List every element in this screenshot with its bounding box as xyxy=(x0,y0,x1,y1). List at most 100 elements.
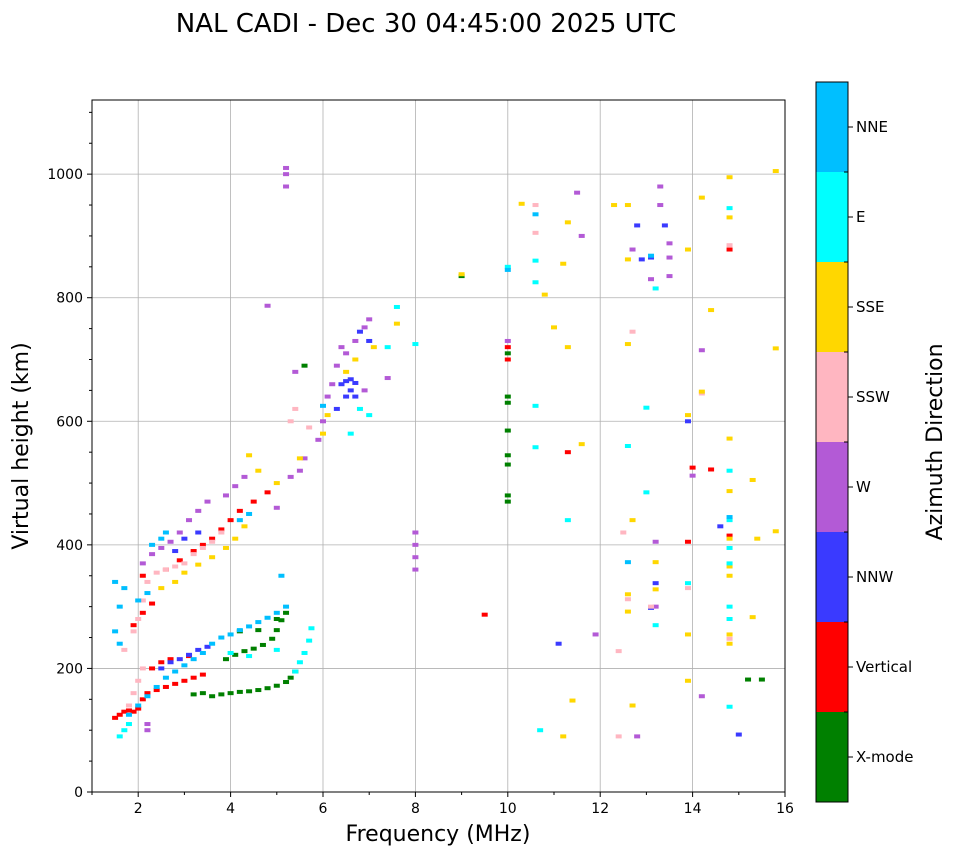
data-point-vertical xyxy=(167,657,174,662)
data-point-x-mode xyxy=(278,618,285,623)
colorbar-segment xyxy=(816,712,848,802)
data-point-vertical xyxy=(158,660,165,665)
colorbar-segment xyxy=(816,262,848,352)
data-point-w xyxy=(324,394,331,399)
data-point-w xyxy=(657,184,664,189)
data-point-sse xyxy=(698,389,705,394)
data-point-sse xyxy=(551,325,557,330)
data-point-nne xyxy=(121,586,128,591)
data-point-w xyxy=(698,348,705,353)
data-point-sse xyxy=(624,342,631,347)
data-point-w xyxy=(666,241,673,246)
chart-title: NAL CADI - Dec 30 04:45:00 2025 UTC xyxy=(176,9,676,39)
data-point-nnw xyxy=(181,536,188,541)
data-point-sse xyxy=(624,609,631,614)
data-point-sse xyxy=(564,345,571,350)
data-point-e xyxy=(726,604,733,609)
data-point-e xyxy=(125,722,132,727)
data-point-vertical xyxy=(689,465,696,470)
data-point-ssw xyxy=(287,419,294,424)
data-point-sse xyxy=(684,247,691,252)
data-point-nne xyxy=(112,629,119,634)
data-point-e xyxy=(726,561,733,566)
data-point-sse xyxy=(343,369,350,374)
data-point-x-mode xyxy=(255,688,262,693)
data-point-vertical xyxy=(172,681,179,686)
data-point-w xyxy=(333,363,340,368)
data-point-sse xyxy=(222,545,229,550)
data-point-vertical xyxy=(199,672,206,677)
y-tick-label: 1000 xyxy=(47,167,83,183)
data-point-sse xyxy=(541,292,548,297)
data-point-sse xyxy=(749,477,756,482)
data-point-e xyxy=(652,623,659,628)
data-point-sse xyxy=(624,592,631,597)
data-point-vertical xyxy=(564,450,571,455)
data-point-nne xyxy=(726,515,733,520)
data-point-x-mode xyxy=(222,657,229,662)
colorbar-title: Azimuth Direction xyxy=(923,343,948,540)
data-point-vertical xyxy=(218,527,225,532)
x-tick-label: 8 xyxy=(411,801,420,817)
data-point-nnw xyxy=(352,380,359,385)
colorbar-label: E xyxy=(856,208,865,226)
data-point-w xyxy=(657,203,664,208)
data-point-w xyxy=(283,165,290,170)
data-point-ssw xyxy=(726,243,733,248)
y-axis-title: Virtual height (km) xyxy=(9,342,34,549)
data-point-x-mode xyxy=(250,646,257,651)
data-point-x-mode xyxy=(283,680,290,685)
data-point-ssw xyxy=(306,425,313,430)
data-point-x-mode xyxy=(301,363,308,368)
x-tick-label: 6 xyxy=(319,801,328,817)
data-point-w xyxy=(232,484,239,489)
data-point-sse xyxy=(726,573,733,578)
data-point-x-mode xyxy=(504,493,511,498)
data-point-x-mode xyxy=(241,649,248,654)
data-point-vertical xyxy=(153,688,160,693)
data-point-vertical xyxy=(181,678,188,683)
data-point-w xyxy=(689,473,696,478)
data-point-nne xyxy=(181,663,188,668)
data-point-vertical xyxy=(139,573,146,578)
data-point-sse xyxy=(684,632,691,637)
data-point-e xyxy=(643,405,650,410)
data-point-nne xyxy=(264,615,271,620)
data-point-w xyxy=(287,474,294,479)
data-point-x-mode xyxy=(504,453,511,458)
data-point-nnw xyxy=(333,406,340,411)
data-point-w xyxy=(144,728,151,733)
data-point-w xyxy=(343,351,350,356)
data-point-nne xyxy=(158,536,165,541)
data-point-x-mode xyxy=(504,499,511,504)
colorbar-label: Vertical xyxy=(856,658,912,676)
data-point-e xyxy=(356,406,363,411)
data-point-sse xyxy=(652,587,659,592)
data-point-nne xyxy=(116,641,123,646)
data-point-nnw xyxy=(684,419,691,424)
colorbar: X-mode Vertical NNW W SSW SSE E NNE xyxy=(815,81,913,803)
data-point-sse xyxy=(726,564,733,569)
data-point-e xyxy=(246,654,253,659)
data-point-w xyxy=(241,474,248,479)
data-point-x-mode xyxy=(283,610,290,615)
data-point-nnw xyxy=(343,394,350,399)
data-point-sse xyxy=(708,308,715,313)
data-point-w xyxy=(176,530,183,535)
data-point-ssw xyxy=(130,691,137,696)
data-point-nnw xyxy=(555,641,562,646)
data-point-vertical xyxy=(149,666,156,671)
data-point-nne xyxy=(236,628,243,633)
data-point-e xyxy=(726,518,733,523)
data-point-w xyxy=(167,539,174,544)
data-point-sse xyxy=(772,346,779,351)
data-point-nne xyxy=(144,591,151,596)
data-point-w xyxy=(264,303,271,308)
data-point-sse xyxy=(772,169,779,174)
data-point-e xyxy=(564,518,571,523)
data-point-nne xyxy=(162,530,169,535)
data-point-e xyxy=(726,545,733,550)
data-point-w xyxy=(338,345,345,350)
colorbar-segment xyxy=(816,172,848,262)
data-point-nnw xyxy=(634,223,641,228)
